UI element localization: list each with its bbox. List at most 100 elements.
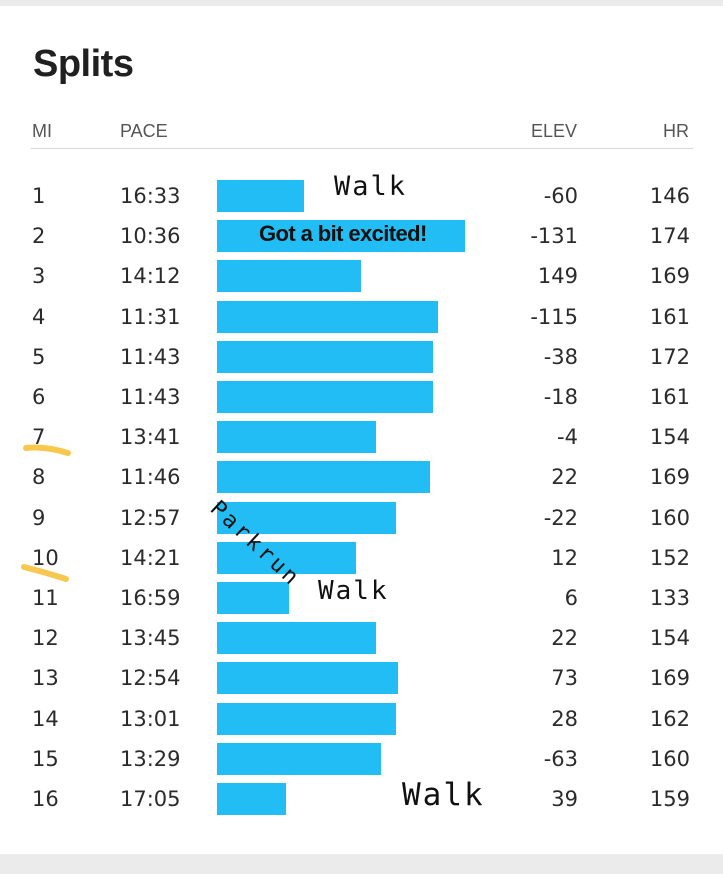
- page-title: Splits: [33, 43, 134, 85]
- split-elevation: 28: [551, 706, 578, 731]
- pace-bar: [217, 783, 286, 815]
- split-pace: 13:41: [120, 425, 181, 450]
- split-heart-rate: 159: [649, 787, 690, 811]
- split-pace: 13:29: [120, 746, 181, 771]
- pace-bar: [217, 260, 361, 293]
- split-elevation: 6: [564, 586, 578, 610]
- pace-bar: [217, 582, 289, 614]
- split-heart-rate: 169: [649, 264, 690, 289]
- split-mile: 4: [32, 304, 46, 329]
- split-pace: 11:43: [120, 344, 181, 369]
- table-row: 9 12:57 -22 160: [0, 498, 723, 538]
- split-elevation: 73: [551, 666, 578, 691]
- split-elevation: -4: [557, 425, 578, 450]
- split-elevation: -18: [543, 385, 578, 409]
- split-pace: 11:46: [120, 465, 181, 490]
- split-mile: 15: [32, 746, 59, 771]
- split-elevation: -60: [543, 184, 578, 208]
- split-elevation: 12: [551, 545, 578, 570]
- split-pace: 10:36: [120, 224, 181, 249]
- table-row: 8 11:46 22 169: [0, 457, 723, 497]
- split-heart-rate: 133: [649, 586, 690, 610]
- split-heart-rate: 161: [649, 304, 690, 329]
- split-heart-rate: 154: [649, 425, 690, 450]
- split-mile: 16: [32, 787, 59, 811]
- column-header-elev: ELEV: [531, 121, 578, 141]
- table-row: 2 10:36 -131 174: [0, 216, 723, 256]
- pace-bar: [217, 742, 381, 775]
- pace-bar: [217, 220, 465, 253]
- pace-bar: [217, 501, 396, 534]
- table-row: 14 13:01 28 162: [0, 699, 723, 739]
- pace-bar: [217, 381, 433, 413]
- pace-bar: [217, 662, 398, 695]
- split-heart-rate: 169: [649, 666, 690, 691]
- split-elevation: 149: [537, 264, 578, 289]
- table-row: 10 14:21 12 152: [0, 538, 723, 578]
- table-row: 12 13:45 22 154: [0, 618, 723, 658]
- annotation-got-excited: Got a bit excited!: [259, 221, 427, 246]
- annotation-walk-mile-16: Walk: [402, 777, 485, 813]
- annotation-walk-mile-11: Walk: [318, 576, 389, 606]
- bottom-strip: [0, 854, 723, 874]
- table-row: 6 11:43 -18 161: [0, 377, 723, 417]
- splits-card: Splits MI PACE ELEV HR 1 16:33 -60 146 2 10:3…: [0, 6, 723, 854]
- column-header-pace: PACE: [120, 121, 168, 141]
- table-row: 1 16:33 -60 146: [0, 176, 723, 216]
- split-pace: 16:33: [120, 184, 181, 208]
- split-pace: 14:21: [120, 545, 181, 570]
- split-pace: 13:45: [120, 626, 181, 651]
- split-elevation: -38: [543, 344, 578, 369]
- table-row: 16 17:05 39 159: [0, 779, 723, 819]
- split-heart-rate: 162: [649, 706, 690, 731]
- table-row: 11 16:59 6 133: [0, 578, 723, 618]
- split-mile: 12: [32, 626, 59, 651]
- split-pace: 12:54: [120, 666, 181, 691]
- split-pace: 17:05: [120, 787, 181, 811]
- split-heart-rate: 160: [649, 746, 690, 771]
- split-pace: 14:12: [120, 264, 181, 289]
- split-mile: 5: [32, 344, 46, 369]
- pace-bar: [217, 180, 304, 212]
- split-heart-rate: 174: [649, 224, 690, 249]
- pace-bar: [217, 421, 376, 454]
- split-mile: 3: [32, 264, 46, 289]
- split-heart-rate: 161: [649, 385, 690, 409]
- highlighter-mark-mile-10: [21, 564, 69, 582]
- highlighter-mark-mile-7: [23, 444, 71, 456]
- pace-bar: [217, 300, 438, 333]
- table-row: 15 13:29 -63 160: [0, 739, 723, 779]
- pace-bar: [217, 461, 430, 494]
- table-row: 3 14:12 149 169: [0, 256, 723, 296]
- split-elevation: -22: [543, 505, 578, 530]
- split-mile: 11: [32, 586, 59, 610]
- table-row: 13 12:54 73 169: [0, 658, 723, 698]
- split-pace: 12:57: [120, 505, 181, 530]
- column-header-mi: MI: [32, 121, 52, 141]
- split-mile: 14: [32, 706, 59, 731]
- split-mile: 2: [32, 224, 46, 249]
- split-elevation: -115: [530, 304, 578, 329]
- split-pace: 11:43: [120, 385, 181, 409]
- column-header-hr: HR: [663, 121, 689, 141]
- table-row: 4 11:31 -115 161: [0, 297, 723, 337]
- split-heart-rate: 169: [649, 465, 690, 490]
- split-elevation: 22: [551, 465, 578, 490]
- split-heart-rate: 160: [649, 505, 690, 530]
- pace-bar: [217, 541, 356, 574]
- split-heart-rate: 152: [649, 545, 690, 570]
- split-mile: 6: [32, 385, 46, 409]
- split-elevation: -63: [543, 746, 578, 771]
- split-heart-rate: 172: [649, 344, 690, 369]
- header-divider: [31, 148, 693, 149]
- split-mile: 8: [32, 465, 46, 490]
- split-mile: 9: [32, 505, 46, 530]
- split-elevation: 22: [551, 626, 578, 651]
- pace-bar: [217, 340, 433, 373]
- split-elevation: -131: [530, 224, 578, 249]
- annotation-walk-mile-1: Walk: [334, 171, 408, 202]
- split-pace: 13:01: [120, 706, 181, 731]
- split-mile: 10: [32, 545, 59, 570]
- split-elevation: 39: [551, 787, 578, 811]
- split-heart-rate: 146: [649, 184, 690, 208]
